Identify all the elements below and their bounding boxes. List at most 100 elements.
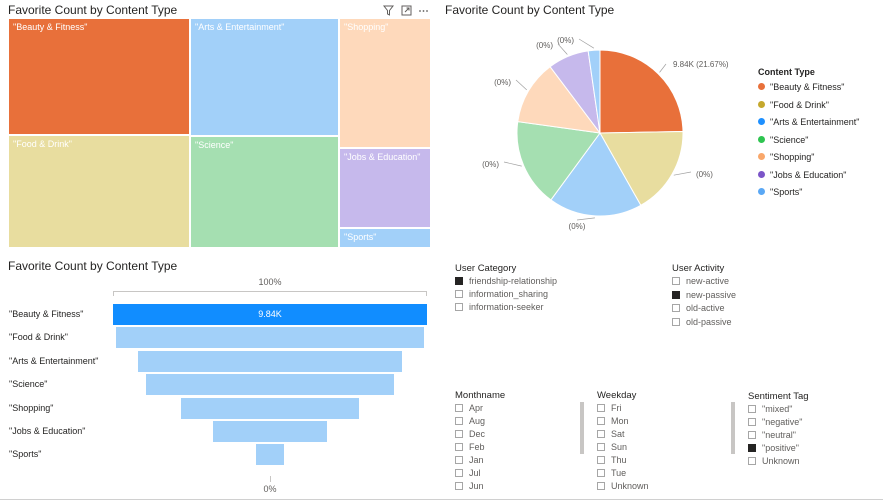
legend-item-jobs-education[interactable]: "Jobs & Education" [758, 170, 846, 180]
slicer-option-information-seeker[interactable]: information-seeker [455, 302, 544, 312]
pie-slice-sports[interactable] [587, 49, 601, 134]
weekday-scrollbar[interactable] [731, 402, 735, 454]
pie-slice-food-drink[interactable] [599, 131, 684, 206]
slicer-option-aug[interactable]: Aug [455, 416, 485, 426]
checkbox[interactable] [455, 469, 463, 477]
monthname-scrollbar[interactable] [580, 402, 584, 454]
checkbox[interactable] [597, 417, 605, 425]
funnel-category-label: "Arts & Entertainment" [9, 355, 99, 366]
checkbox[interactable] [455, 482, 463, 490]
slicer-option-neutral[interactable]: "neutral" [748, 430, 796, 440]
checkbox[interactable] [597, 430, 605, 438]
checkbox[interactable] [455, 277, 463, 285]
checkbox[interactable] [597, 456, 605, 464]
checkbox[interactable] [455, 290, 463, 298]
checkbox[interactable] [672, 290, 680, 299]
pie-slice-shopping[interactable] [517, 65, 602, 134]
slicer-option-mixed[interactable]: "mixed" [748, 404, 792, 414]
funnel-bar-food-drink[interactable] [116, 327, 424, 349]
pie-data-label: (0%) [557, 36, 574, 45]
treemap-cell-label: "Jobs & Education" [344, 152, 421, 162]
slicer-option-mon[interactable]: Mon [597, 416, 629, 426]
treemap-cell-food-drink[interactable]: "Food & Drink" [8, 135, 190, 248]
legend-item-arts-entertainment[interactable]: "Arts & Entertainment" [758, 117, 859, 127]
slicer-option-information-sharing[interactable]: information_sharing [455, 289, 548, 299]
slicer-option-fri[interactable]: Fri [597, 403, 622, 413]
slicer-option-new-passive[interactable]: new-passive [672, 290, 736, 300]
funnel-bar-shopping[interactable] [180, 397, 360, 419]
slicer-option-tue[interactable]: Tue [597, 468, 626, 478]
legend-item-beauty-fitness[interactable]: "Beauty & Fitness" [758, 82, 844, 92]
slicer-option-feb[interactable]: Feb [455, 442, 485, 452]
slicer-monthname: Apr Aug Dec Feb Jan Jul Jun [455, 403, 565, 495]
checkbox[interactable] [748, 444, 756, 452]
legend-item-sports[interactable]: "Sports" [758, 187, 802, 197]
treemap-cell-jobs-education[interactable]: "Jobs & Education" [339, 148, 431, 228]
treemap-cell-shopping[interactable]: "Shopping" [339, 18, 431, 148]
treemap-cell-science[interactable]: "Science" [190, 136, 339, 248]
checkbox[interactable] [455, 303, 463, 311]
checkbox[interactable] [455, 430, 463, 438]
pie-slice-science[interactable] [516, 121, 601, 201]
slicer-option-old-passive[interactable]: old-passive [672, 317, 732, 327]
treemap-cell-arts-entertainment[interactable]: "Arts & Entertainment" [190, 18, 339, 136]
slicer-option-unknown[interactable]: Unknown [597, 481, 649, 491]
legend-marker [758, 153, 765, 160]
checkbox[interactable] [597, 469, 605, 477]
slicer-option-jan[interactable]: Jan [455, 455, 484, 465]
slicer-option-sun[interactable]: Sun [597, 442, 627, 452]
checkbox[interactable] [748, 431, 756, 439]
funnel-bar-arts-entertainment[interactable] [138, 350, 402, 372]
slicer-option-friendship-relationship[interactable]: friendship-relationship [455, 276, 557, 286]
slicer-title-user-activity: User Activity [672, 263, 725, 274]
treemap-cell-label: "Science" [195, 140, 234, 150]
filter-icon[interactable] [382, 5, 395, 16]
slicer-option-sat[interactable]: Sat [597, 429, 625, 439]
pie-slice-arts-entertainment[interactable] [550, 132, 642, 217]
more-options-icon[interactable] [419, 10, 428, 12]
slicer-option-jun[interactable]: Jun [455, 481, 484, 491]
funnel-category-label: "Sports" [9, 449, 42, 460]
legend-item-shopping[interactable]: "Shopping" [758, 152, 814, 162]
funnel-bottom-tick [270, 476, 271, 482]
checkbox[interactable] [672, 304, 680, 312]
checkbox[interactable] [455, 417, 463, 425]
legend-label: "Sports" [770, 187, 803, 197]
checkbox[interactable] [597, 443, 605, 451]
slicer-option-jul[interactable]: Jul [455, 468, 481, 478]
checkbox[interactable] [672, 317, 680, 326]
checkbox[interactable] [748, 418, 756, 426]
legend-label: "Science" [770, 134, 809, 145]
slicer-option-old-active[interactable]: old-active [672, 303, 725, 313]
treemap-cell-label: "Shopping" [344, 22, 389, 32]
funnel-bar-beauty-fitness[interactable]: 9.84K [113, 304, 427, 325]
slicer-option-unknown[interactable]: Unknown [748, 456, 800, 466]
funnel-bar-jobs-education[interactable] [213, 421, 327, 442]
slicer-option-new-active[interactable]: new-active [672, 276, 729, 286]
pie-slice-beauty-fitness[interactable] [599, 49, 684, 134]
slicer-option-negative[interactable]: "negative" [748, 417, 802, 427]
funnel-bar-sports[interactable] [255, 444, 285, 466]
funnel-category-label: "Shopping" [9, 402, 54, 413]
funnel-bar-science[interactable] [145, 374, 395, 396]
treemap-cell-sports[interactable]: "Sports" [339, 228, 431, 248]
checkbox[interactable] [455, 443, 463, 451]
legend-item-science[interactable]: "Science" [758, 135, 808, 145]
checkbox[interactable] [597, 482, 605, 490]
slicer-user-category: friendship-relationship information_shari… [455, 276, 655, 316]
checkbox[interactable] [597, 404, 605, 412]
checkbox[interactable] [455, 404, 463, 412]
pie-data-label: (0%) [696, 170, 713, 179]
slicer-option-apr[interactable]: Apr [455, 403, 483, 413]
treemap-cell-beauty-fitness[interactable]: "Beauty & Fitness" [8, 18, 190, 135]
checkbox[interactable] [455, 456, 463, 464]
legend-item-food-drink[interactable]: "Food & Drink" [758, 100, 829, 110]
legend-label: "Food & Drink" [770, 99, 829, 110]
checkbox[interactable] [672, 277, 680, 285]
slicer-option-thu[interactable]: Thu [597, 455, 627, 465]
slicer-option-dec[interactable]: Dec [455, 429, 485, 439]
checkbox[interactable] [748, 405, 756, 413]
slicer-option-positive[interactable]: "positive" [748, 443, 799, 453]
focus-mode-icon[interactable] [401, 5, 412, 16]
checkbox[interactable] [748, 457, 756, 465]
